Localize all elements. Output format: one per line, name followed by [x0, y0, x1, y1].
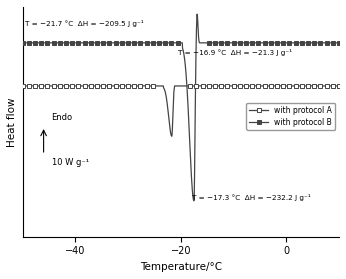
X-axis label: Temperature/°C: Temperature/°C — [140, 262, 222, 272]
Legend: with protocol A, with protocol B: with protocol A, with protocol B — [246, 103, 335, 130]
Text: T = −21.7 °C  ΔH = −209.5 J g⁻¹: T = −21.7 °C ΔH = −209.5 J g⁻¹ — [25, 20, 144, 27]
Y-axis label: Heat flow: Heat flow — [7, 97, 17, 146]
Text: T = −17.3 °C  ΔH = −232.2 J g⁻¹: T = −17.3 °C ΔH = −232.2 J g⁻¹ — [192, 194, 311, 201]
Text: Endo: Endo — [52, 113, 73, 122]
Text: 10 W g⁻¹: 10 W g⁻¹ — [52, 158, 89, 167]
Text: T = −16.9 °C  ΔH = −21.3 J g⁻¹: T = −16.9 °C ΔH = −21.3 J g⁻¹ — [178, 49, 292, 56]
